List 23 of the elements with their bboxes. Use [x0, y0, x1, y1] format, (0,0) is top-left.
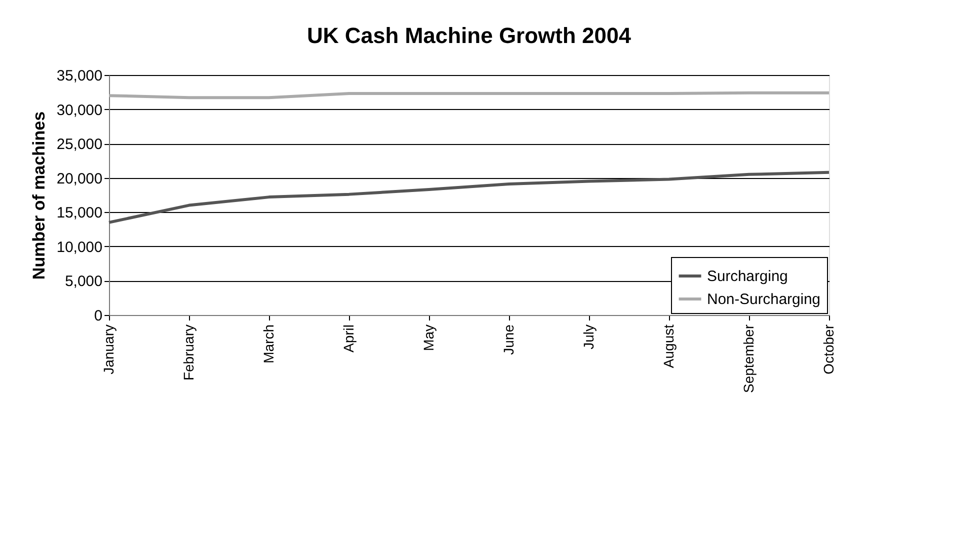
- y-tick-label: 25,000: [56, 136, 102, 154]
- x-tick-label: July: [580, 324, 596, 350]
- y-tick-label: 0: [94, 308, 102, 324]
- line-series: [108, 170, 830, 224]
- x-tick-label: March: [260, 324, 276, 364]
- x-tick-label: September: [740, 324, 756, 393]
- x-tick-label: June: [500, 324, 516, 355]
- x-tick-label: May: [420, 324, 436, 351]
- y-axis-title: Number of machines: [30, 111, 49, 280]
- x-tick-label: February: [180, 324, 196, 381]
- y-tick-label: 35,000: [56, 68, 102, 84]
- x-tick-label: August: [660, 324, 676, 368]
- legend-label: Non-Surcharging: [707, 291, 820, 308]
- x-tick-label: January: [100, 324, 116, 374]
- legend-label: Surcharging: [707, 268, 788, 285]
- y-tick-label: 15,000: [56, 204, 102, 222]
- chart-title: UK Cash Machine Growth 2004: [307, 23, 632, 48]
- x-tick-label: April: [340, 324, 356, 353]
- y-tick-label: 20,000: [56, 170, 102, 188]
- y-tick-label: 5,000: [64, 273, 102, 290]
- y-tick-label: 30,000: [56, 102, 102, 119]
- x-tick-label: October: [820, 324, 836, 374]
- y-tick-label: 10,000: [56, 238, 102, 256]
